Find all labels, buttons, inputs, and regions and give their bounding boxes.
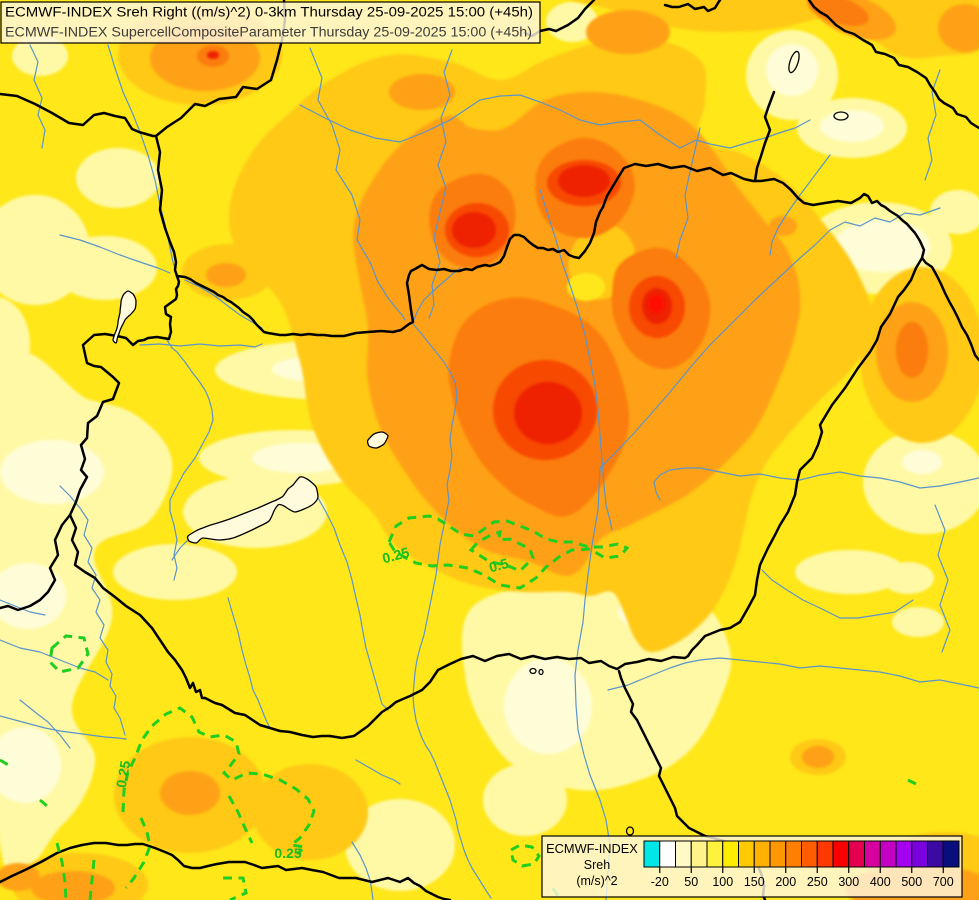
svg-text:Sreh: Sreh [584, 858, 610, 872]
svg-text:50: 50 [684, 875, 698, 889]
svg-text:150: 150 [744, 875, 765, 889]
svg-text:ECMWF-INDEX Sreh Right ((m/s)^: ECMWF-INDEX Sreh Right ((m/s)^2) 0-3km T… [5, 5, 533, 20]
svg-text:400: 400 [870, 875, 891, 889]
svg-text:200: 200 [775, 875, 796, 889]
svg-text:-20: -20 [651, 875, 669, 889]
svg-text:(m/s)^2: (m/s)^2 [576, 874, 617, 888]
svg-text:250: 250 [807, 875, 828, 889]
svg-text:0.25: 0.25 [274, 845, 301, 861]
svg-text:0.25: 0.25 [380, 544, 411, 567]
svg-text:500: 500 [901, 875, 922, 889]
svg-text:300: 300 [838, 875, 859, 889]
svg-text:ECMWF-INDEX: ECMWF-INDEX [546, 841, 638, 856]
svg-text:ECMWF-INDEX SupercellComposite: ECMWF-INDEX SupercellCompositeParameter … [5, 25, 532, 40]
svg-text:0.5: 0.5 [487, 555, 510, 576]
svg-text:100: 100 [712, 875, 733, 889]
svg-text:0.25: 0.25 [113, 759, 134, 789]
svg-text:700: 700 [933, 875, 954, 889]
